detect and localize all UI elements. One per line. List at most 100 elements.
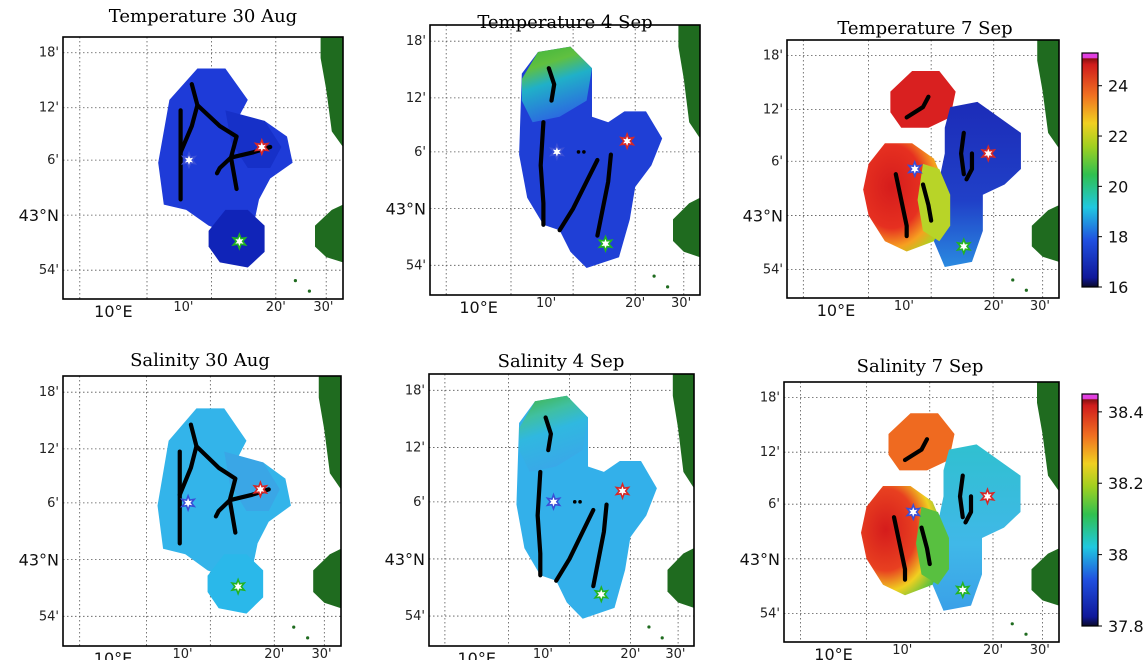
star-green	[954, 580, 971, 600]
land-island	[1031, 205, 1059, 262]
x-tick-label: 20'	[625, 296, 645, 311]
map-frame	[783, 381, 1060, 643]
track-2	[893, 172, 909, 239]
land-island	[313, 548, 341, 609]
field-main	[157, 408, 291, 582]
y-tick-label: 18'	[406, 34, 426, 49]
colorbar-tick-label: 22	[1108, 127, 1128, 146]
x-tick-label: 20'	[264, 647, 284, 660]
land-coast	[1037, 40, 1059, 149]
y-tick-label: 43°N	[19, 206, 59, 225]
land-coast	[320, 37, 343, 148]
colorbar-tick-label: 38.4	[1108, 403, 1143, 422]
sample-dot	[582, 150, 586, 154]
field-main	[158, 68, 293, 237]
star-red	[980, 144, 997, 163]
islet	[1024, 288, 1028, 292]
land-island	[315, 204, 343, 263]
y-tick-label: 43°N	[385, 550, 425, 569]
map-frame	[62, 375, 342, 647]
track-1	[178, 82, 200, 155]
star-green	[231, 232, 248, 251]
field-center	[917, 163, 951, 242]
x-tick-label: 10°E	[94, 649, 132, 660]
x-tick-label: 10'	[892, 643, 912, 658]
panel-title: Salinity 7 Sep	[857, 356, 984, 377]
colorbar-strip	[1081, 52, 1099, 288]
track-3	[194, 444, 238, 535]
panel-1: Temperature 30 Aug 18' 12' 6' 43°N 54' 10°E 10'…	[19, 6, 344, 321]
track-5	[964, 151, 975, 182]
y-tick-label: 43°N	[386, 200, 426, 219]
y-tick-label: 12'	[406, 91, 426, 106]
panel-2: Temperature 4 Sep 18' 12' 6' 43°N 54' 10°E 10' 2…	[386, 12, 701, 317]
x-tick-label: 10°E	[814, 645, 852, 660]
track-4	[957, 473, 965, 520]
land-coast	[678, 25, 700, 139]
y-tick-label: 6'	[47, 153, 59, 168]
field-east	[933, 101, 1021, 268]
track-3	[920, 182, 934, 223]
y-tick-label: 6'	[413, 495, 425, 510]
y-tick-label: 12'	[763, 103, 783, 118]
map-frame	[786, 39, 1060, 299]
x-tick-label: 10'	[533, 647, 553, 660]
y-tick-label: 18'	[39, 385, 59, 400]
panel-3: Temperature 7 Sep 18' 12' 6' 43°N 54' 10°E 10' 2…	[743, 18, 1060, 320]
islet	[647, 625, 651, 629]
x-tick-label: 10'	[894, 299, 914, 314]
star-blue	[906, 159, 923, 179]
x-tick-label: 10°E	[817, 301, 855, 320]
sample-dot	[578, 500, 582, 504]
x-tick-label: 30'	[1030, 643, 1050, 658]
track-3	[919, 525, 932, 567]
x-tick-label: 30'	[671, 296, 691, 311]
colorbar-tick-label: 24	[1108, 77, 1128, 96]
x-tick-label: 10°E	[94, 302, 132, 321]
x-tick-label: 30'	[313, 300, 333, 315]
field-north	[888, 413, 955, 471]
track-4	[591, 502, 609, 589]
x-tick-label: 30'	[311, 647, 331, 660]
x-tick-label: 20'	[266, 300, 286, 315]
star-blue	[545, 492, 562, 512]
y-tick-label: 54'	[760, 606, 780, 621]
field-east	[932, 444, 1021, 611]
y-tick-label: 6'	[47, 496, 59, 511]
x-tick-label: 20'	[620, 647, 640, 660]
track-1	[546, 66, 557, 103]
star-green	[597, 234, 614, 253]
islet	[293, 279, 297, 283]
track-5	[214, 155, 234, 176]
x-tick-label: 10°E	[459, 298, 497, 317]
y-tick-label: 54'	[406, 258, 426, 273]
track-1	[177, 422, 199, 497]
land-coast	[1037, 382, 1059, 492]
y-tick-label: 18'	[763, 48, 783, 63]
islet	[306, 636, 310, 640]
y-tick-label: 12'	[760, 445, 780, 460]
track-2	[891, 515, 908, 582]
colorbar-tick-label: 20	[1108, 177, 1128, 196]
y-tick-label: 54'	[405, 609, 425, 624]
y-tick-label: 6'	[771, 154, 783, 169]
land-island	[667, 548, 694, 608]
colorbar-tick-label: 37.8	[1108, 617, 1143, 636]
y-tick-label: 18'	[405, 383, 425, 398]
map-frame	[429, 24, 701, 296]
field-north	[519, 395, 588, 472]
y-tick-label: 18'	[39, 46, 59, 61]
map-frame	[428, 373, 695, 647]
track-2	[538, 120, 546, 227]
sample-dot	[572, 500, 577, 504]
land-island	[673, 197, 700, 258]
islet	[292, 625, 296, 629]
colorbar-tick-label: 38.2	[1108, 474, 1143, 493]
colorbar-salinity: 38.4 38.2 38 37.8	[1081, 393, 1143, 636]
panel-4: Salinity 30 Aug 18' 12' 6' 43°N 54' 10°E 10' 20'…	[19, 350, 342, 660]
islet	[307, 289, 311, 293]
star-green	[593, 585, 610, 604]
star-red	[253, 137, 270, 157]
y-tick-label: 43°N	[743, 206, 783, 225]
